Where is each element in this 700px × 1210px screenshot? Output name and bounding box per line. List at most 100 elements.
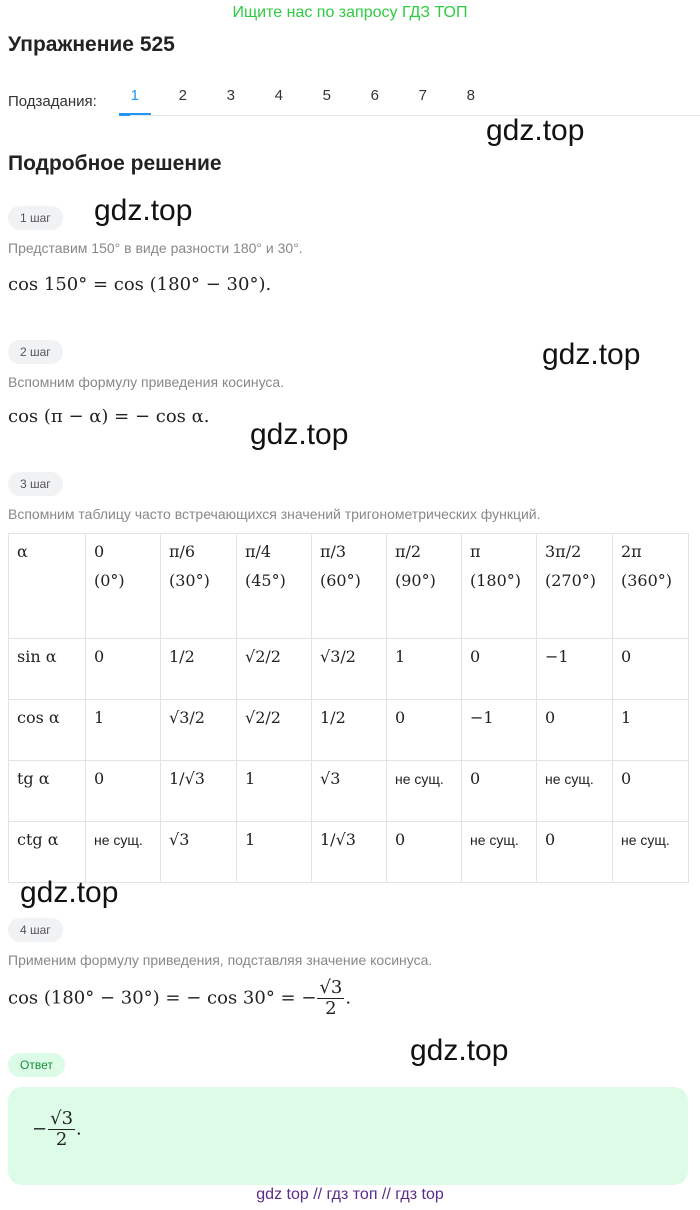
table-cell: 1: [85, 699, 161, 761]
cell-value: 1: [245, 830, 256, 849]
table-cell: не сущ.: [612, 821, 689, 883]
table-row: ctg α не сущ. √3 1 1/√3 0 не сущ. 0 не сущ.: [8, 821, 689, 883]
formula-text: cos (180° − 30°) = − cos 30° = −: [8, 987, 317, 1009]
cell-value: 1: [621, 708, 632, 727]
table-cell: 1/√3: [311, 821, 387, 883]
watermark: gdz.top: [250, 418, 349, 451]
minus-sign: −: [32, 1118, 48, 1140]
step-badge: 4 шаг: [8, 918, 63, 942]
table-cell: 1/√3: [160, 760, 237, 822]
subtask-tab-1[interactable]: 1: [111, 86, 159, 116]
table-cell: не сущ.: [536, 760, 613, 822]
cell-value: 0: [395, 708, 406, 727]
subtask-tab-2[interactable]: 2: [178, 87, 187, 104]
footer-links: gdz top // гдз топ // гдз top: [256, 1186, 444, 1203]
table-cell: π (180°): [461, 533, 537, 639]
step-text: Применим формулу приведения, подставляя …: [8, 952, 433, 968]
subtask-tab-3[interactable]: 3: [226, 87, 235, 104]
table-cell: 1: [386, 638, 462, 700]
table-cell: 1/2: [160, 638, 237, 700]
table-cell: cos α: [8, 699, 86, 761]
cell-value: 0: [545, 708, 556, 727]
degree-value: (30°): [169, 571, 210, 590]
page-title: Упражнение 525: [8, 33, 175, 56]
fraction-value: 1/√3: [169, 769, 205, 788]
table-cell: π/6 (30°): [160, 533, 237, 639]
cell-value: 1: [94, 708, 105, 727]
subtask-tab-7[interactable]: 7: [418, 87, 427, 104]
table-cell: √2/2: [236, 699, 312, 761]
table-cell: не сущ.: [461, 821, 537, 883]
watermark: gdz.top: [94, 194, 193, 227]
table-cell: 2π (360°): [612, 533, 689, 639]
fraction-value: π/2: [395, 542, 422, 561]
degree-value: (270°): [545, 571, 597, 590]
table-cell: 1: [236, 760, 312, 822]
numerator: √3: [48, 1108, 76, 1130]
table-cell: 0 (0°): [85, 533, 161, 639]
cell-value: sin α: [17, 647, 57, 666]
step-badge: 2 шаг: [8, 340, 63, 364]
step-formula: cos (180° − 30°) = − cos 30° = − √3 2.: [8, 978, 351, 1019]
fraction: √3 2: [48, 1108, 76, 1150]
table-row: tg α 0 1/√3 1 √3 не сущ. 0 не сущ. 0: [8, 760, 689, 822]
promo-banner: Ищите нас по запросу ГДЗ ТОП: [232, 4, 468, 21]
table-cell: 0: [85, 760, 161, 822]
fraction-value: π/4: [245, 542, 272, 561]
subtask-tab-6[interactable]: 6: [370, 87, 379, 104]
step-badge: 3 шаг: [8, 472, 63, 496]
cell-value: ctg α: [17, 830, 59, 849]
subtask-tab-4[interactable]: 4: [274, 87, 283, 104]
answer-box: − √3 2.: [8, 1087, 688, 1185]
denominator: 2: [325, 997, 337, 1019]
subtask-tab-5[interactable]: 5: [322, 87, 331, 104]
fraction-value: π/3: [320, 542, 347, 561]
cell-value: не сущ.: [545, 771, 594, 787]
cell-value: α: [17, 542, 28, 561]
cell-value: tg α: [17, 769, 50, 788]
degree-value: (180°): [470, 571, 522, 590]
table-cell: π/2 (90°): [386, 533, 462, 639]
table-cell: α: [8, 533, 86, 639]
table-cell: −1: [536, 638, 613, 700]
table-cell: 0: [612, 760, 689, 822]
fraction-value: √2/2: [245, 708, 281, 727]
degree-value: (360°): [621, 571, 673, 590]
cell-value: π: [470, 542, 481, 561]
fraction: √3 2: [317, 977, 345, 1019]
fraction-value: π/6: [169, 542, 196, 561]
cell-value: 0: [94, 769, 105, 788]
table-header-row: α 0 (0°) π/6 (30°) π/4 (45°) π/3 (60°) π/2 (90°) π (…: [8, 533, 689, 639]
cell-value: 0: [470, 769, 481, 788]
degree-value: (45°): [245, 571, 286, 590]
fraction-value: 1/2: [169, 647, 195, 666]
table-cell: 1: [612, 699, 689, 761]
step-text: Вспомним формулу приведения косинуса.: [8, 374, 285, 390]
cell-value: не сущ.: [395, 771, 444, 787]
table-cell: 0: [461, 638, 537, 700]
table-cell: √3: [311, 760, 387, 822]
table-cell: 0: [386, 821, 462, 883]
table-cell: √2/2: [236, 638, 312, 700]
fraction-value: 1/√3: [320, 830, 356, 849]
cell-value: 0: [621, 769, 632, 788]
numerator: √3: [317, 977, 345, 999]
period: .: [345, 987, 352, 1009]
step-text: Вспомним таблицу часто встречающихся зна…: [8, 506, 541, 522]
table-cell: −1: [461, 699, 537, 761]
table-cell: π/4 (45°): [236, 533, 312, 639]
table-cell: tg α: [8, 760, 86, 822]
degree-value: (0°): [94, 571, 125, 590]
fraction-value: 3π/2: [545, 542, 582, 561]
table-cell: 0: [536, 699, 613, 761]
table-cell: π/3 (60°): [311, 533, 387, 639]
table-row: sin α 0 1/2 √2/2 √3/2 1 0 −1 0: [8, 638, 689, 700]
cell-value: cos α: [17, 708, 60, 727]
table-cell: 1: [236, 821, 312, 883]
subtask-tab-8[interactable]: 8: [466, 87, 475, 104]
watermark: gdz.top: [542, 338, 641, 371]
cell-value: √3: [320, 769, 341, 788]
table-cell: 0: [85, 638, 161, 700]
table-row: cos α 1 √3/2 √2/2 1/2 0 −1 0 1: [8, 699, 689, 761]
step-formula: cos (π − α) = − cos α.: [8, 406, 210, 427]
